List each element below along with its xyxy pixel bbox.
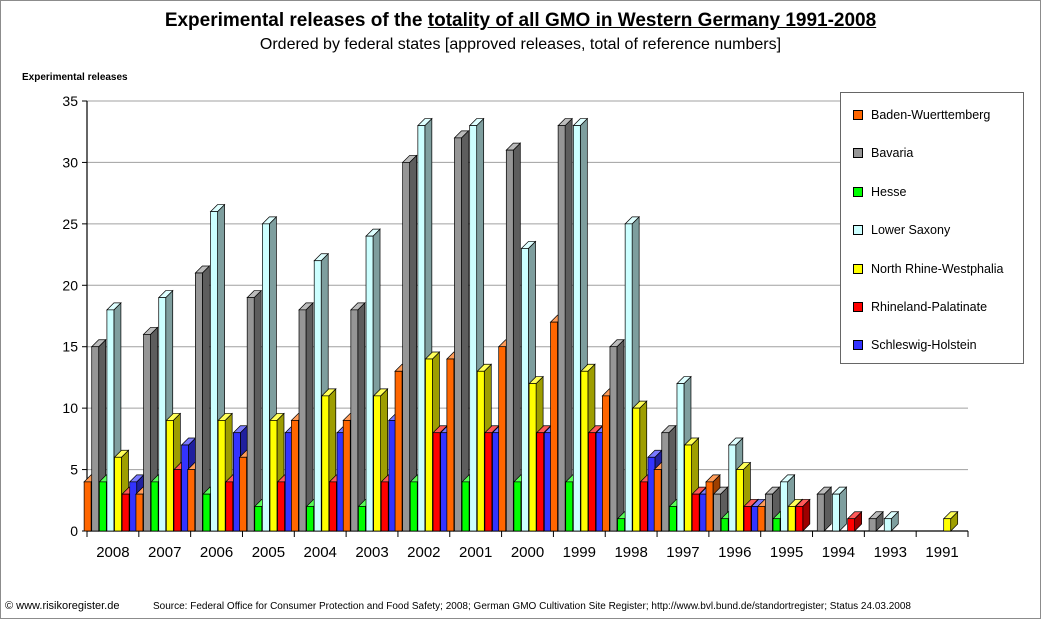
copyright-text: © www.risikoregister.de	[5, 600, 120, 612]
bar	[349, 302, 366, 532]
chart-title-prefix: Experimental releases of the	[164, 10, 428, 31]
bar	[868, 510, 884, 532]
x-tick-label: 1995	[770, 544, 803, 561]
y-tick-label: 10	[62, 400, 78, 416]
chart-legend: Baden-Wuerttemberg Bavaria Hesse Lower Saxo…	[840, 92, 1024, 364]
legend-swatch	[853, 302, 863, 312]
bar	[816, 486, 833, 532]
chart-title-underlined: totality of all GMO in Western Germany 1…	[427, 10, 877, 31]
legend-label: Hesse	[871, 184, 907, 199]
x-tick-label: 2003	[355, 544, 388, 561]
y-tick-label: 5	[70, 462, 78, 478]
y-tick-label: 30	[62, 154, 78, 170]
legend-item: North Rhine-Westphalia	[853, 261, 1003, 277]
x-tick-label: 1991	[925, 544, 958, 561]
bar	[401, 154, 418, 532]
legend-swatch	[853, 148, 863, 159]
legend-swatch	[853, 186, 863, 197]
y-axis-label: Experimental releases	[22, 72, 128, 83]
legend-label: Bavaria	[871, 146, 914, 161]
bar	[453, 130, 470, 532]
legend-item: Bavaria	[853, 145, 913, 161]
x-tick-label: 1996	[718, 544, 751, 561]
legend-swatch	[853, 263, 863, 274]
legend-item: Schleswig-Holstein	[853, 337, 977, 353]
x-tick-label: 2006	[200, 544, 233, 561]
x-tick-label: 2005	[252, 544, 285, 561]
legend-item: Lower Saxony	[853, 222, 950, 238]
bar	[298, 302, 314, 532]
x-tick-label: 1997	[666, 544, 699, 561]
x-tick-label: 1993	[874, 544, 907, 561]
legend-swatch	[853, 340, 863, 351]
legend-label: Baden-Wuerttemberg	[871, 108, 991, 122]
x-tick-label: 1999	[563, 544, 596, 561]
x-tick-label: 2001	[459, 544, 492, 561]
x-tick-label: 1998	[614, 544, 647, 561]
chart-title: Experimental releases of the totality of…	[0, 10, 1041, 32]
bar	[794, 498, 811, 532]
legend-item: Rhineland-Palatinate	[853, 299, 987, 315]
bar	[942, 510, 959, 532]
y-tick-label: 15	[62, 339, 78, 355]
bar	[831, 486, 848, 532]
x-tick-label: 2008	[96, 544, 129, 561]
legend-item: Hesse	[853, 184, 906, 200]
x-tick-label: 2002	[407, 544, 440, 561]
legend-label: Schleswig-Holstein	[871, 338, 977, 353]
bar	[246, 289, 263, 532]
legend-item: Baden-Wuerttemberg	[853, 107, 990, 123]
legend-label: Rhineland-Palatinate	[871, 300, 988, 314]
x-tick-label: 2000	[511, 544, 544, 561]
y-tick-label: 20	[62, 277, 78, 293]
y-tick-label: 0	[70, 523, 78, 539]
legend-label: North Rhine-Westphalia	[871, 261, 1004, 276]
legend-label: Lower Saxony	[871, 223, 951, 238]
bar	[505, 142, 522, 532]
x-tick-label: 2007	[148, 544, 181, 561]
y-tick-label: 35	[62, 93, 78, 109]
legend-swatch	[853, 110, 863, 120]
source-text: Source: Federal Office for Consumer Prot…	[153, 601, 911, 612]
y-tick-label: 25	[62, 216, 78, 232]
legend-swatch	[853, 225, 863, 236]
bar	[846, 510, 863, 532]
bar	[883, 510, 900, 532]
bar	[557, 117, 573, 532]
chart-subtitle: Ordered by federal states [approved rele…	[259, 36, 782, 53]
x-tick-label: 2004	[304, 544, 337, 561]
bar	[609, 338, 625, 532]
x-tick-label: 1994	[822, 544, 855, 561]
